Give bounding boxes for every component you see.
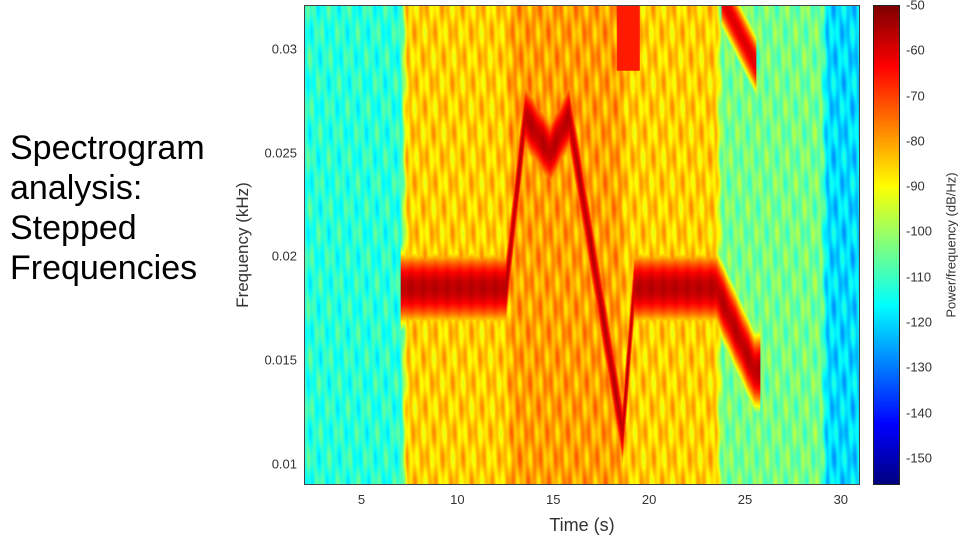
colorbar-tick-label: -90 xyxy=(906,178,925,194)
title-line: Spectrogram xyxy=(10,129,205,167)
slide-title: Spectrogram analysis: Stepped Frequencie… xyxy=(10,128,230,288)
colorbar-tick-label: -100 xyxy=(906,223,933,239)
x-tick-label: 20 xyxy=(641,492,657,507)
colorbar-tick-label: -130 xyxy=(906,359,933,375)
colorbar-tick-label: -80 xyxy=(906,133,925,149)
colorbar-tick-label: -110 xyxy=(906,269,932,285)
y-tick-label: 0.01 xyxy=(271,456,297,472)
x-tick-label: 30 xyxy=(833,492,849,507)
y-tick-label: 0.03 xyxy=(271,41,297,57)
y-axis-label: Frequency (kHz) xyxy=(233,182,252,308)
colorbar xyxy=(873,5,900,485)
title-line: analysis: xyxy=(10,169,143,207)
y-tick-label: 0.02 xyxy=(271,248,297,264)
x-axis-label: Time (s) xyxy=(549,515,615,535)
title-line: Stepped xyxy=(10,209,137,247)
spectrogram-heatmap xyxy=(304,5,860,485)
x-tick-label: 10 xyxy=(450,492,465,507)
colorbar-tick-label: -120 xyxy=(906,314,933,330)
colorbar-label: Power/frequency (dB/Hz) xyxy=(943,172,959,318)
x-tick-label: 15 xyxy=(546,492,561,507)
colorbar-tick-label: -140 xyxy=(906,405,933,421)
x-tick-label: 5 xyxy=(357,492,366,507)
x-tick-label: 25 xyxy=(737,492,753,507)
colorbar-tick-label: -50 xyxy=(906,0,925,13)
colorbar-tick-label: -150 xyxy=(906,450,933,466)
title-line: Frequencies xyxy=(10,249,198,287)
colorbar-tick-label: -70 xyxy=(906,88,925,104)
y-tick-label: 0.015 xyxy=(264,352,297,368)
y-tick-label: 0.025 xyxy=(264,145,297,161)
colorbar-tick-label: -60 xyxy=(906,42,925,58)
